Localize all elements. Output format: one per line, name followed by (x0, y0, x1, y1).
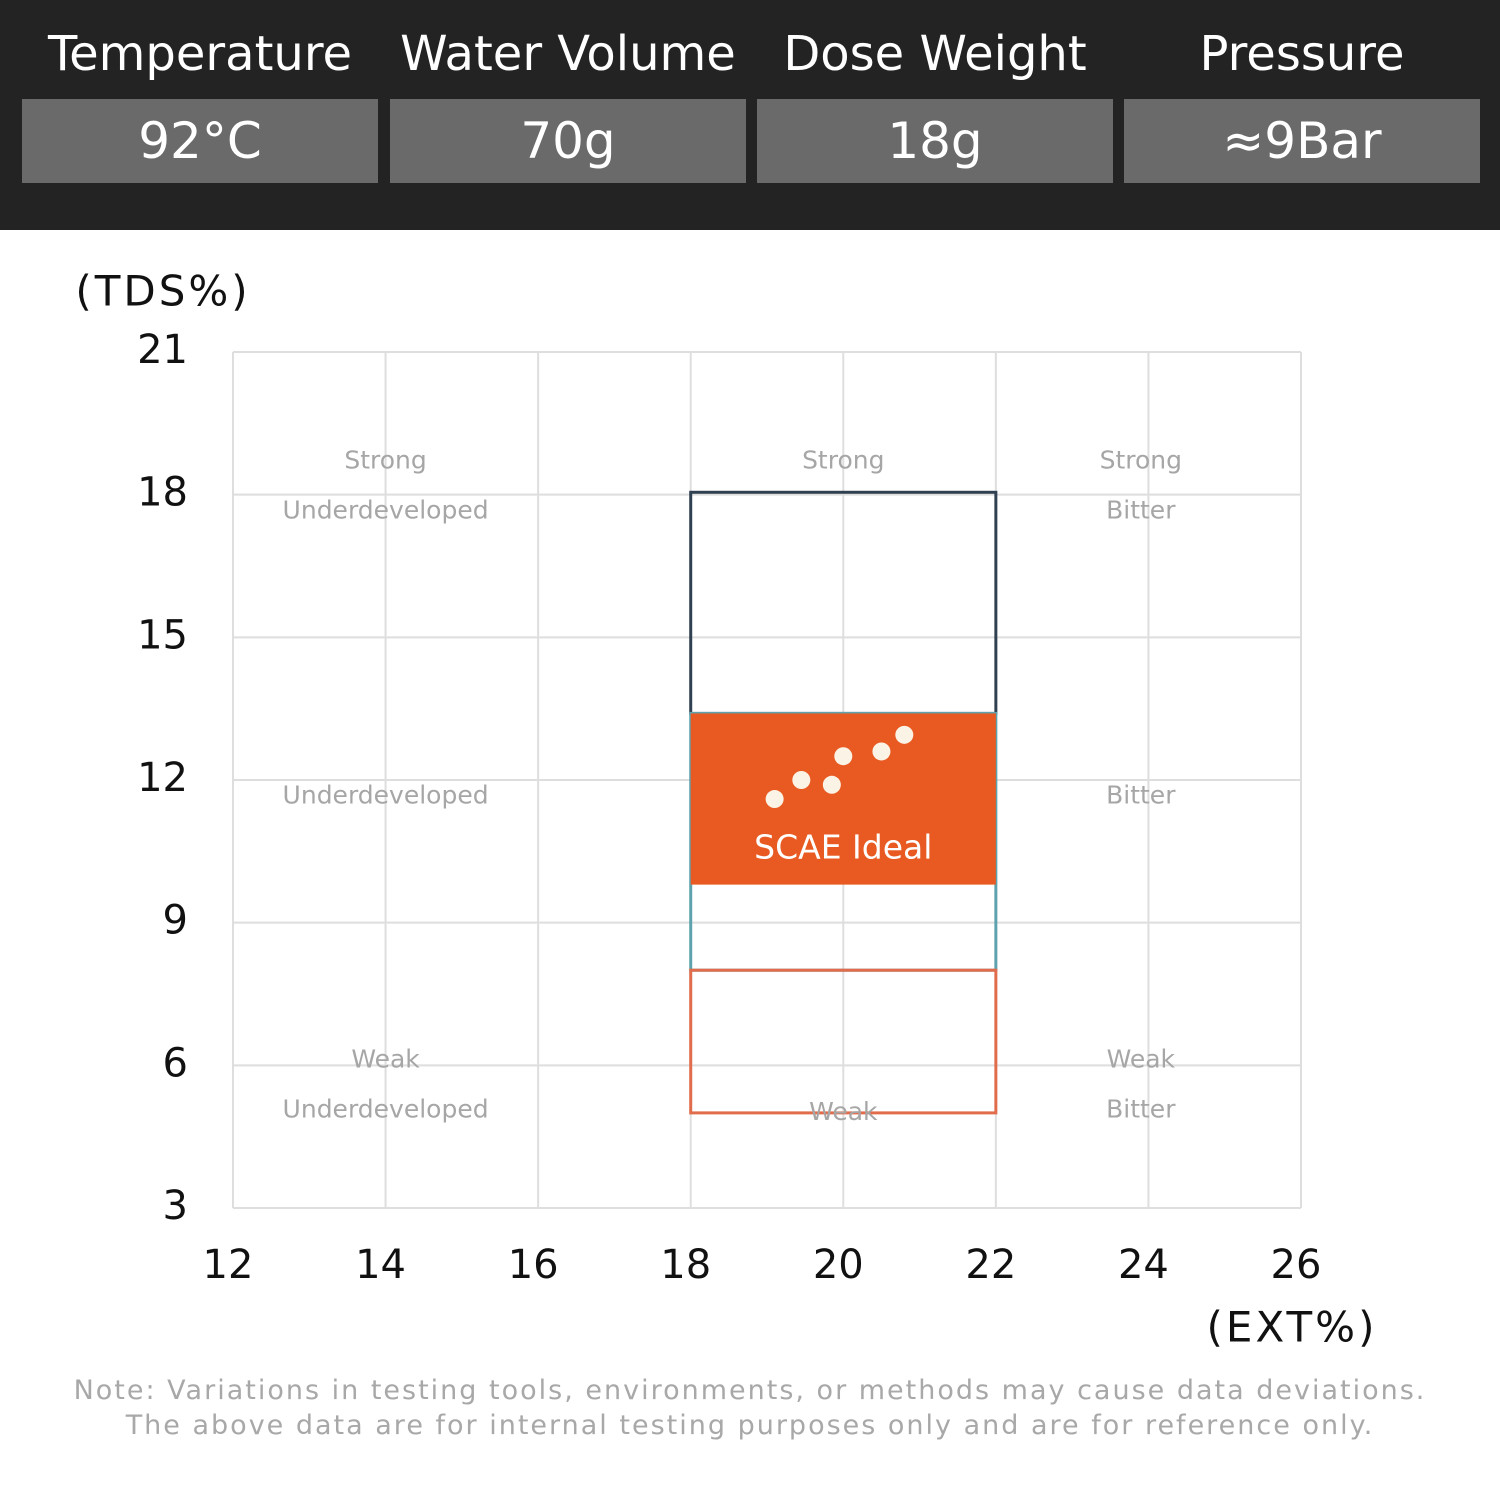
y-tick-label: 12 (137, 755, 188, 801)
y-tick-label: 15 (137, 612, 188, 658)
y-tick-label: 9 (163, 898, 188, 944)
x-axis-label: (EXT%) (1207, 1303, 1378, 1352)
zone-label: Strong (1100, 445, 1182, 474)
param-temperature: Temperature 92°C (22, 0, 378, 183)
zone-label: Underdeveloped (283, 1095, 489, 1124)
param-label: Pressure (1199, 26, 1405, 82)
x-tick-label: 14 (355, 1242, 406, 1288)
note-line-1: Note: Variations in testing tools, envir… (73, 1375, 1427, 1406)
y-tick-label: 3 (163, 1183, 188, 1229)
param-water-volume: Water Volume 70g (390, 0, 746, 183)
x-tick-label: 16 (508, 1242, 559, 1288)
zone-label: Underdeveloped (283, 781, 489, 810)
x-tick-label: 12 (203, 1242, 254, 1288)
zone-label: Weak (809, 1097, 878, 1126)
data-point (822, 775, 841, 794)
data-point (765, 790, 784, 809)
data-point (872, 742, 891, 761)
y-tick-label: 6 (163, 1040, 188, 1086)
param-label: Water Volume (400, 26, 736, 82)
data-point (834, 747, 853, 766)
zone-label: Bitter (1106, 1095, 1176, 1124)
region-outline (689, 968, 998, 1115)
param-value: 92°C (22, 99, 378, 183)
x-tick-label: 24 (1118, 1242, 1169, 1288)
data-point (792, 771, 811, 789)
param-value: ≈9Bar (1124, 99, 1480, 183)
y-axis-label: (TDS%) (75, 267, 250, 316)
y-tick-label: 18 (137, 470, 188, 516)
param-pressure: Pressure ≈9Bar (1124, 0, 1480, 183)
scae-ideal-label: SCAE Ideal (754, 827, 932, 866)
x-tick-label: 26 (1271, 1242, 1322, 1288)
param-label: Temperature (47, 26, 353, 82)
param-label: Dose Weight (783, 26, 1087, 82)
zone-label: Bitter (1106, 495, 1176, 524)
param-value: 18g (757, 99, 1113, 183)
param-value: 70g (390, 99, 746, 183)
zone-label: Bitter (1106, 781, 1176, 810)
zone-label: Weak (351, 1045, 420, 1074)
zone-label: Strong (802, 445, 884, 474)
zone-label: Underdeveloped (283, 495, 489, 524)
tds-extraction-chart: Strong Underdeveloped Strong Strong Bitter Un… (75, 267, 1378, 1352)
zone-label: Weak (1107, 1045, 1176, 1074)
param-dose-weight: Dose Weight 18g (757, 0, 1113, 183)
data-point (895, 725, 914, 744)
zone-label: Strong (344, 445, 426, 474)
y-tick-label: 21 (137, 327, 188, 373)
x-tick-label: 22 (965, 1242, 1016, 1288)
scae-ideal-zone (690, 713, 996, 885)
x-tick-label: 20 (813, 1242, 864, 1288)
note-line-2: The above data are for internal testing … (125, 1410, 1375, 1441)
x-tick-label: 18 (660, 1242, 711, 1288)
parameter-header: Temperature 92°C Water Volume 70g Dose W… (0, 0, 1500, 230)
